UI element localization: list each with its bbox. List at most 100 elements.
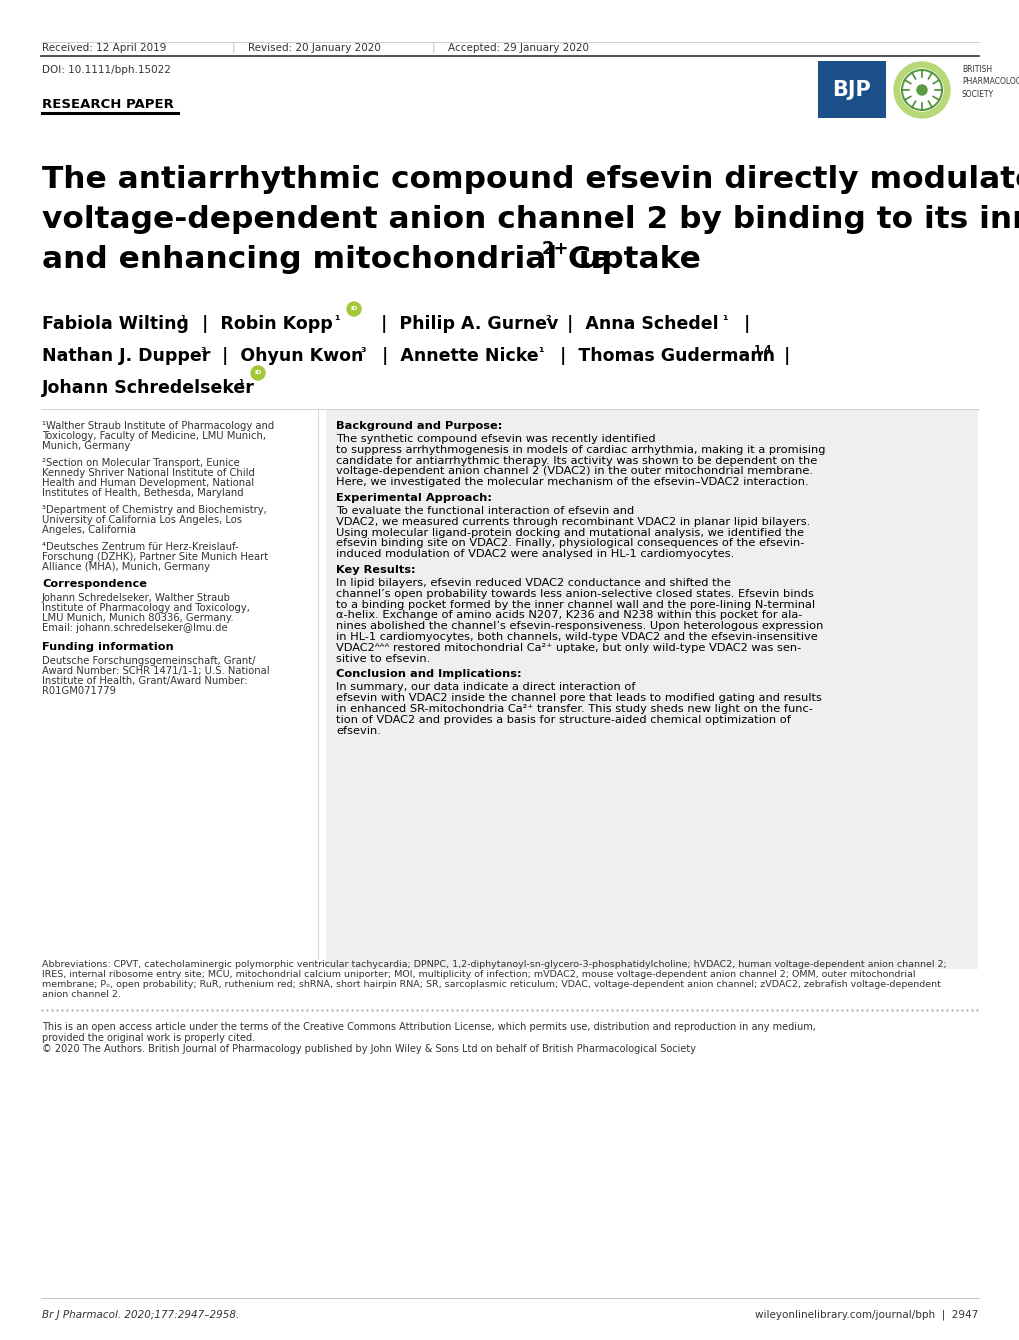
Text: RESEARCH PAPER: RESEARCH PAPER xyxy=(42,98,173,111)
Text: Conclusion and Implications:: Conclusion and Implications: xyxy=(335,670,521,679)
Text: 2+: 2+ xyxy=(541,240,569,259)
Text: channel’s open probability towards less anion-selective closed states. Efsevin b: channel’s open probability towards less … xyxy=(335,588,813,599)
Text: Award Number: SCHR 1471/1-1; U.S. National: Award Number: SCHR 1471/1-1; U.S. Nation… xyxy=(42,666,269,675)
Text: iD: iD xyxy=(254,370,262,375)
Text: Br J Pharmacol. 2020;177:2947–2958.: Br J Pharmacol. 2020;177:2947–2958. xyxy=(42,1311,239,1320)
Text: |  Robin Kopp: | Robin Kopp xyxy=(190,315,332,334)
Text: |  Anna Schedel: | Anna Schedel xyxy=(554,315,718,334)
Text: voltage-dependent anion channel 2 by binding to its inner wall: voltage-dependent anion channel 2 by bin… xyxy=(42,205,1019,234)
Text: ³: ³ xyxy=(200,346,205,359)
Text: efsevin.: efsevin. xyxy=(335,725,380,736)
Text: Correspondence: Correspondence xyxy=(42,579,147,590)
Text: Received: 12 April 2019: Received: 12 April 2019 xyxy=(42,43,166,54)
Text: Nathan J. Dupper: Nathan J. Dupper xyxy=(42,347,210,364)
Text: Revised: 20 January 2020: Revised: 20 January 2020 xyxy=(248,43,380,54)
Text: uptake: uptake xyxy=(568,245,700,273)
Text: provided the original work is properly cited.: provided the original work is properly c… xyxy=(42,1033,255,1043)
Text: BRITISH
PHARMACOLOGICAL
SOCIETY: BRITISH PHARMACOLOGICAL SOCIETY xyxy=(961,66,1019,99)
Text: to suppress arrhythmogenesis in models of cardiac arrhythmia, making it a promis: to suppress arrhythmogenesis in models o… xyxy=(335,445,824,454)
Text: In summary, our data indicate a direct interaction of: In summary, our data indicate a direct i… xyxy=(335,682,635,693)
Circle shape xyxy=(900,68,943,111)
Text: |: | xyxy=(771,347,790,364)
Text: tion of VDAC2 and provides a basis for structure-aided chemical optimization of: tion of VDAC2 and provides a basis for s… xyxy=(335,714,790,725)
Text: induced modulation of VDAC2 were analysed in HL-1 cardiomyocytes.: induced modulation of VDAC2 were analyse… xyxy=(335,549,734,559)
Text: |  Thomas Gudermann: | Thomas Gudermann xyxy=(547,347,774,364)
Text: In lipid bilayers, efsevin reduced VDAC2 conductance and shifted the: In lipid bilayers, efsevin reduced VDAC2… xyxy=(335,578,731,588)
Text: ³Department of Chemistry and Biochemistry,: ³Department of Chemistry and Biochemistr… xyxy=(42,505,267,515)
Text: in HL-1 cardiomyocytes, both channels, wild-type VDAC2 and the efsevin-insensiti: in HL-1 cardiomyocytes, both channels, w… xyxy=(335,632,817,642)
Text: α-helix. Exchange of amino acids N207, K236 and N238 within this pocket for ala-: α-helix. Exchange of amino acids N207, K… xyxy=(335,611,802,620)
Text: © 2020 The Authors. British Journal of Pharmacology published by John Wiley & So: © 2020 The Authors. British Journal of P… xyxy=(42,1044,695,1055)
Text: iD: iD xyxy=(350,307,358,311)
Text: Abbreviations: CPVT, catecholaminergic polymorphic ventricular tachycardia; DPNP: Abbreviations: CPVT, catecholaminergic p… xyxy=(42,959,946,969)
Text: in enhanced SR-mitochondria Ca²⁺ transfer. This study sheds new light on the fun: in enhanced SR-mitochondria Ca²⁺ transfe… xyxy=(335,704,812,714)
Circle shape xyxy=(251,366,265,381)
Circle shape xyxy=(893,62,949,118)
Text: BJP: BJP xyxy=(832,80,870,100)
Text: |: | xyxy=(231,43,235,54)
Text: efsevin with VDAC2 inside the channel pore that leads to modified gating and res: efsevin with VDAC2 inside the channel po… xyxy=(335,693,821,704)
Text: anion channel 2.: anion channel 2. xyxy=(42,990,121,1000)
Text: University of California Los Angeles, Los: University of California Los Angeles, Lo… xyxy=(42,515,242,525)
Text: wileyonlinelibrary.com/journal/bph  |  2947: wileyonlinelibrary.com/journal/bph | 294… xyxy=(754,1311,977,1320)
Text: To evaluate the functional interaction of efsevin and: To evaluate the functional interaction o… xyxy=(335,507,634,516)
Text: sitive to efsevin.: sitive to efsevin. xyxy=(335,654,430,663)
Text: ¹: ¹ xyxy=(179,314,185,327)
Text: The synthetic compound efsevin was recently identified: The synthetic compound efsevin was recen… xyxy=(335,434,655,444)
Text: ²: ² xyxy=(544,314,550,327)
Text: ¹: ¹ xyxy=(537,346,543,359)
Text: ¹: ¹ xyxy=(237,378,244,391)
Text: to a binding pocket formed by the inner channel wall and the pore-lining N-termi: to a binding pocket formed by the inner … xyxy=(335,599,814,610)
Text: candidate for antiarrhythmic therapy. Its activity was shown to be dependent on : candidate for antiarrhythmic therapy. It… xyxy=(335,456,816,465)
Circle shape xyxy=(916,84,926,95)
Text: Email: johann.schredelseker@lmu.de: Email: johann.schredelseker@lmu.de xyxy=(42,623,227,632)
Text: VDAC2ᴬᴬᴬ restored mitochondrial Ca²⁺ uptake, but only wild-type VDAC2 was sen-: VDAC2ᴬᴬᴬ restored mitochondrial Ca²⁺ upt… xyxy=(335,643,801,653)
Text: |  Ohyun Kwon: | Ohyun Kwon xyxy=(210,347,363,364)
Text: |: | xyxy=(732,315,750,334)
Text: ²Section on Molecular Transport, Eunice: ²Section on Molecular Transport, Eunice xyxy=(42,458,239,468)
Text: nines abolished the channel’s efsevin-responsiveness. Upon heterologous expressi: nines abolished the channel’s efsevin-re… xyxy=(335,622,822,631)
Text: ¹: ¹ xyxy=(333,314,339,327)
Text: Funding information: Funding information xyxy=(42,642,173,653)
Text: DOI: 10.1111/bph.15022: DOI: 10.1111/bph.15022 xyxy=(42,66,171,75)
Text: Institute of Health, Grant/Award Number:: Institute of Health, Grant/Award Number: xyxy=(42,675,248,686)
Text: Munich, Germany: Munich, Germany xyxy=(42,441,130,452)
Text: IRES, internal ribosome entry site; MCU, mitochondrial calcium uniporter; MOI, m: IRES, internal ribosome entry site; MCU,… xyxy=(42,970,915,980)
Text: Experimental Approach:: Experimental Approach: xyxy=(335,493,491,502)
Text: and enhancing mitochondrial Ca: and enhancing mitochondrial Ca xyxy=(42,245,611,273)
Text: ³: ³ xyxy=(360,346,365,359)
Text: ¹Walther Straub Institute of Pharmacology and: ¹Walther Straub Institute of Pharmacolog… xyxy=(42,421,274,431)
Text: Institutes of Health, Bethesda, Maryland: Institutes of Health, Bethesda, Maryland xyxy=(42,488,244,498)
Text: membrane; Pₒ, open probability; RuR, ruthenium red; shRNA, short hairpin RNA; SR: membrane; Pₒ, open probability; RuR, rut… xyxy=(42,980,940,989)
Text: Key Results:: Key Results: xyxy=(335,565,415,575)
Text: VDAC2, we measured currents through recombinant VDAC2 in planar lipid bilayers.: VDAC2, we measured currents through reco… xyxy=(335,517,809,527)
Text: |  Annette Nicke: | Annette Nicke xyxy=(370,347,538,364)
Text: R01GM071779: R01GM071779 xyxy=(42,686,116,695)
Text: This is an open access article under the terms of the Creative Commons Attributi: This is an open access article under the… xyxy=(42,1022,815,1032)
Text: Accepted: 29 January 2020: Accepted: 29 January 2020 xyxy=(447,43,588,54)
Text: The antiarrhythmic compound efsevin directly modulates: The antiarrhythmic compound efsevin dire… xyxy=(42,165,1019,194)
Text: Alliance (MHA), Munich, Germany: Alliance (MHA), Munich, Germany xyxy=(42,561,210,572)
Text: Johann Schredelseker, Walther Straub: Johann Schredelseker, Walther Straub xyxy=(42,594,230,603)
Text: Kennedy Shriver National Institute of Child: Kennedy Shriver National Institute of Ch… xyxy=(42,468,255,478)
Text: Health and Human Development, National: Health and Human Development, National xyxy=(42,478,254,488)
Bar xyxy=(817,62,886,118)
Text: voltage-dependent anion channel 2 (VDAC2) in the outer mitochondrial membrane.: voltage-dependent anion channel 2 (VDAC2… xyxy=(335,466,812,477)
Text: Deutsche Forschungsgemeinschaft, Grant/: Deutsche Forschungsgemeinschaft, Grant/ xyxy=(42,657,255,666)
Text: |: | xyxy=(432,43,435,54)
Text: ⁴Deutsches Zentrum für Herz-Kreislauf-: ⁴Deutsches Zentrum für Herz-Kreislauf- xyxy=(42,541,238,552)
Circle shape xyxy=(346,302,361,316)
Text: Forschung (DZHK), Partner Site Munich Heart: Forschung (DZHK), Partner Site Munich He… xyxy=(42,552,268,561)
Text: Fabiola Wilting: Fabiola Wilting xyxy=(42,315,189,334)
Text: Angeles, California: Angeles, California xyxy=(42,525,136,535)
Text: 1,4: 1,4 xyxy=(753,344,771,355)
Text: Here, we investigated the molecular mechanism of the efsevin–VDAC2 interaction.: Here, we investigated the molecular mech… xyxy=(335,477,808,488)
Text: Institute of Pharmacology and Toxicology,: Institute of Pharmacology and Toxicology… xyxy=(42,603,250,612)
Text: Background and Purpose:: Background and Purpose: xyxy=(335,421,502,431)
Text: ¹: ¹ xyxy=(721,314,727,327)
Bar xyxy=(326,409,977,969)
Text: |  Philip A. Gurnev: | Philip A. Gurnev xyxy=(369,315,557,334)
Text: Using molecular ligand-protein docking and mutational analysis, we identified th: Using molecular ligand-protein docking a… xyxy=(335,528,803,537)
Text: LMU Munich, Munich 80336, Germany.: LMU Munich, Munich 80336, Germany. xyxy=(42,612,233,623)
Text: Johann Schredelseker: Johann Schredelseker xyxy=(42,379,255,397)
